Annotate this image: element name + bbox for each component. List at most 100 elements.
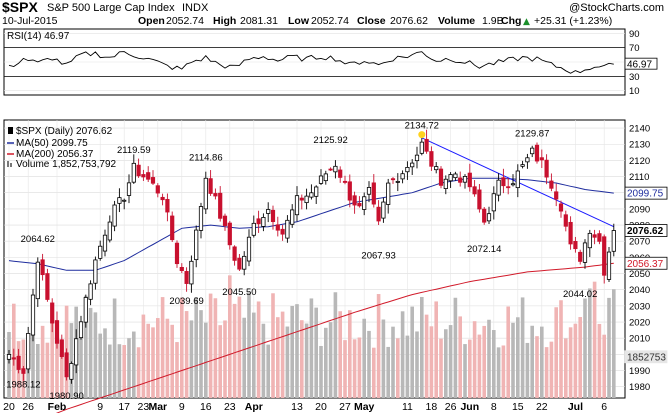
volume-bar <box>93 312 98 398</box>
candle-body <box>434 166 439 171</box>
candle-body <box>482 208 487 223</box>
volume-bar <box>530 325 534 398</box>
volume-bar <box>252 312 256 398</box>
volume-badge-box <box>624 350 668 364</box>
candle-body <box>554 191 559 200</box>
candle-body <box>458 177 463 183</box>
candle-body <box>136 164 141 177</box>
price-tick-label: 2120 <box>629 156 650 167</box>
date-tick-label: 18 <box>426 401 438 413</box>
volume-bar <box>151 327 155 398</box>
price-tick-label: 2050 <box>629 269 650 280</box>
date-tick-label: 20 <box>315 401 327 413</box>
volume-bar <box>242 317 246 398</box>
close-badge-value: 2076.62 <box>627 226 664 237</box>
price-tick-label: 1990 <box>629 366 650 377</box>
candle-body <box>611 230 616 252</box>
price-tick-label: 2030 <box>629 301 650 312</box>
volume-bar <box>472 321 477 398</box>
candle-body <box>294 195 300 216</box>
candle-body <box>218 192 223 219</box>
volume-bar <box>554 307 558 398</box>
date-tick-label: 9 <box>97 401 103 413</box>
candle-body <box>338 169 343 178</box>
volume-bar <box>559 300 563 398</box>
candle-body <box>467 172 472 188</box>
volume-bar <box>391 326 395 398</box>
legend-ma50: MA(50) 2099.75 <box>16 138 88 149</box>
volume-bar <box>453 297 458 398</box>
candle-body <box>237 257 242 270</box>
candle-body <box>362 196 367 210</box>
date-tick-label: Jul <box>568 401 583 413</box>
price-annotation: 2125.92 <box>313 135 347 146</box>
volume-bar <box>103 328 107 398</box>
volume-bar <box>496 347 501 398</box>
date-tick-label: 17 <box>118 401 130 413</box>
candle-body <box>155 185 160 194</box>
rsi-badge-value: 46.97 <box>627 60 652 71</box>
volume-bar <box>444 329 448 398</box>
volume-bars <box>7 275 616 398</box>
legend-daily: $SPX (Daily) 2076.62 <box>16 126 113 137</box>
volume-bar <box>612 289 616 398</box>
candle-body <box>352 195 357 206</box>
rsi-panel: RSI(14) 46.97 9070503010 46.97 <box>3 28 658 97</box>
volume-bar <box>160 297 165 398</box>
price-annotation: 2119.59 <box>117 145 151 156</box>
volume-bar <box>98 333 102 398</box>
volume-bar <box>352 339 357 398</box>
candle-body <box>54 320 60 344</box>
volume-bar <box>602 334 606 398</box>
volume-bar <box>434 301 438 398</box>
volume-bar <box>448 325 453 398</box>
quote-date: 10-Jul-2015 <box>2 15 58 27</box>
candle-body <box>342 180 348 183</box>
candle-body <box>170 215 175 241</box>
candle-body <box>410 162 415 168</box>
candle-body <box>506 186 511 189</box>
date-tick-label: 20 <box>3 401 15 413</box>
candle-body <box>126 182 132 196</box>
volume-bar <box>535 336 539 398</box>
volume-bar <box>276 317 280 398</box>
candle-body <box>448 174 453 182</box>
volume-bar <box>549 341 554 398</box>
legend-candle-icon <box>8 127 13 134</box>
date-tick-label: Feb <box>48 401 67 413</box>
volume-bar <box>487 319 491 398</box>
volume-bar <box>511 322 515 398</box>
volume-bar <box>199 310 203 398</box>
volume-bar <box>55 325 59 398</box>
candle-body <box>194 229 199 261</box>
rsi-tick-label: 90 <box>629 29 640 40</box>
volume-bar <box>170 324 174 398</box>
close-badge-box <box>624 224 668 237</box>
volume-bar <box>84 295 88 398</box>
candle-body <box>59 339 64 357</box>
open-value: 2052.74 <box>166 15 204 27</box>
volume-bar <box>333 292 338 398</box>
candle-body <box>150 177 156 184</box>
volume-bar <box>36 343 40 398</box>
volume-bar <box>280 311 285 398</box>
candle-body <box>544 159 549 178</box>
rsi-current-badge: 46.97 <box>624 57 658 71</box>
candle-body <box>261 217 266 227</box>
price-tick-label: 2040 <box>629 285 650 296</box>
volume-bar <box>146 323 150 398</box>
legend-ma200: MA(200) 2056.37 <box>16 149 94 160</box>
date-tick-label: 23 <box>224 401 236 413</box>
candle-body <box>270 209 276 223</box>
candle-body <box>6 354 12 360</box>
volume-bar <box>256 301 261 398</box>
candle-body <box>602 236 607 276</box>
volume-bar <box>26 348 30 398</box>
volume-bar <box>400 311 405 398</box>
volume-bar <box>108 344 112 398</box>
chart-header: $SPX S&P 500 Large Cap Index INDX @Stock… <box>2 0 664 27</box>
volume-bar <box>324 327 328 398</box>
volume-bar <box>31 313 35 398</box>
price-tick-label: 2010 <box>629 334 650 345</box>
date-tick-label: 13 <box>291 401 303 413</box>
